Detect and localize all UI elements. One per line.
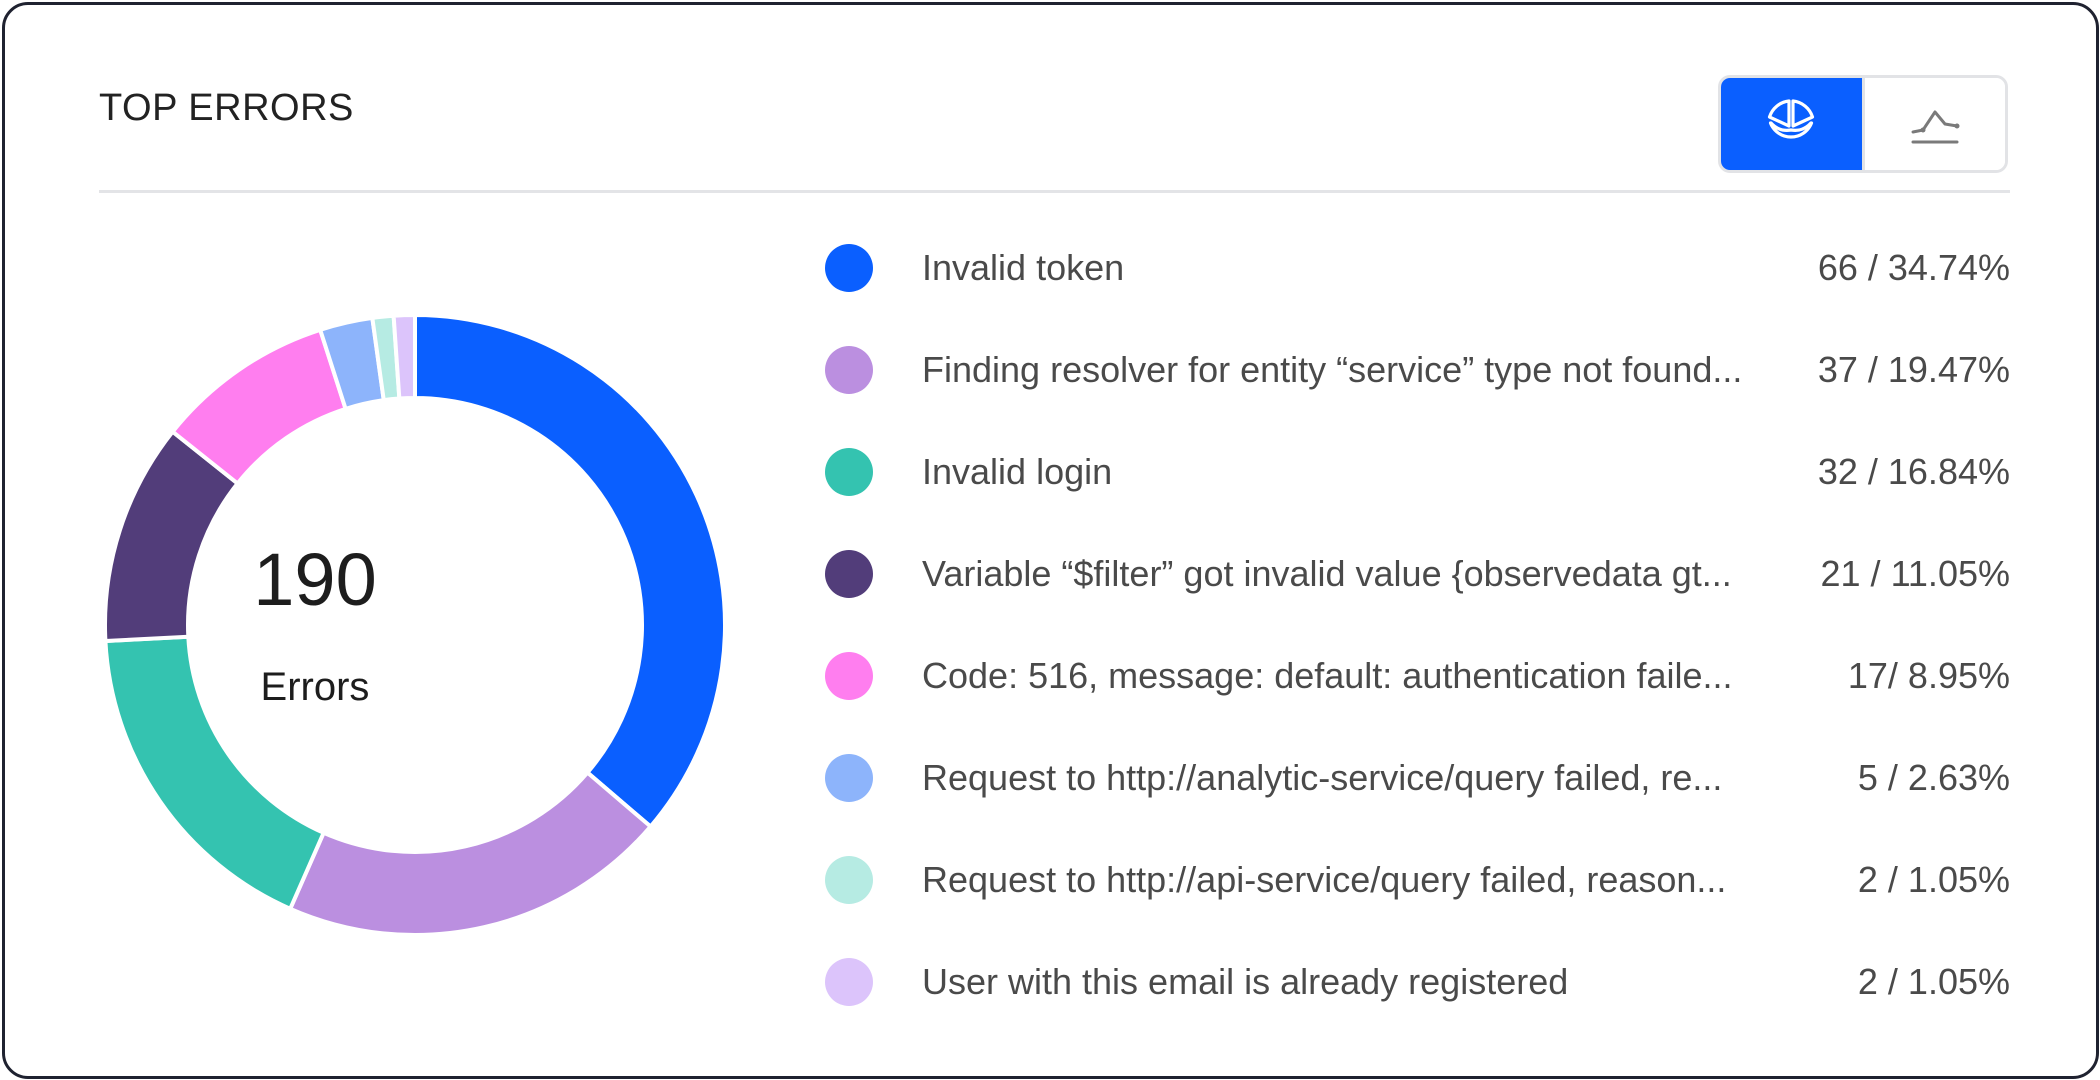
donut-segment[interactable] [391, 313, 417, 401]
pie-chart-icon [1768, 99, 1815, 139]
legend-item[interactable]: Variable “$filter” got invalid value {ob… [825, 523, 2010, 625]
legend-item[interactable]: Finding resolver for entity “service” ty… [825, 319, 2010, 421]
errors-donut-chart [103, 313, 727, 937]
total-errors-value: 190 [253, 538, 377, 621]
legend-item-label: Request to http://api-service/query fail… [922, 859, 1727, 900]
line-chart-view-button[interactable] [1861, 78, 2005, 170]
legend-item[interactable]: Invalid login 32 / 16.84% [825, 421, 2010, 523]
pie-chart-view-button[interactable] [1721, 78, 1862, 170]
legend-item-label: Code: 516, message: default: authenticat… [922, 655, 1733, 696]
legend-item[interactable]: User with this email is already register… [825, 931, 2010, 1033]
total-errors-label: Errors [260, 665, 370, 709]
legend-item-value: 5 / 2.63% [1857, 757, 2010, 798]
legend-item-label: Finding resolver for entity “service” ty… [922, 349, 1743, 390]
legend-item-value: 21 / 11.05% [1820, 553, 2010, 594]
legend-color-dot [825, 958, 873, 1006]
donut-segment[interactable] [413, 313, 727, 829]
legend-item-value: 66 / 34.74% [1817, 247, 2010, 288]
legend-item-value: 32 / 16.84% [1817, 451, 2010, 492]
donut-segment[interactable] [288, 770, 653, 937]
legend-color-dot [825, 652, 873, 700]
legend-color-dot [825, 856, 873, 904]
legend-item-label: User with this email is already register… [922, 961, 1569, 1002]
errors-legend: Invalid token 66 / 34.74% Finding resolv… [825, 217, 2010, 1033]
legend-color-dot [825, 448, 873, 496]
legend-color-dot [825, 244, 873, 292]
legend-item[interactable]: Request to http://analytic-service/query… [825, 727, 2010, 829]
legend-color-dot [825, 754, 873, 802]
legend-item-label: Variable “$filter” got invalid value {ob… [922, 553, 1732, 594]
header-divider [99, 190, 2010, 193]
legend-item-label: Request to http://analytic-service/query… [922, 757, 1723, 798]
chart-view-toggle [1718, 75, 2008, 173]
legend-item[interactable]: Code: 516, message: default: authenticat… [825, 625, 2010, 727]
legend-color-dot [825, 550, 873, 598]
legend-item-value: 17/ 8.95% [1847, 655, 2010, 696]
legend-item-label: Invalid login [922, 451, 1113, 492]
legend-item-label: Invalid token [922, 247, 1125, 288]
legend-item[interactable]: Invalid token 66 / 34.74% [825, 217, 2010, 319]
legend-color-dot [825, 346, 873, 394]
legend-item-value: 2 / 1.05% [1857, 961, 2010, 1002]
legend-item-value: 37 / 19.47% [1817, 349, 2010, 390]
legend-item[interactable]: Request to http://api-service/query fail… [825, 829, 2010, 931]
legend-item-value: 2 / 1.05% [1857, 859, 2010, 900]
line-chart-icon [1911, 110, 1960, 144]
card-title: TOP ERRORS [99, 87, 354, 129]
